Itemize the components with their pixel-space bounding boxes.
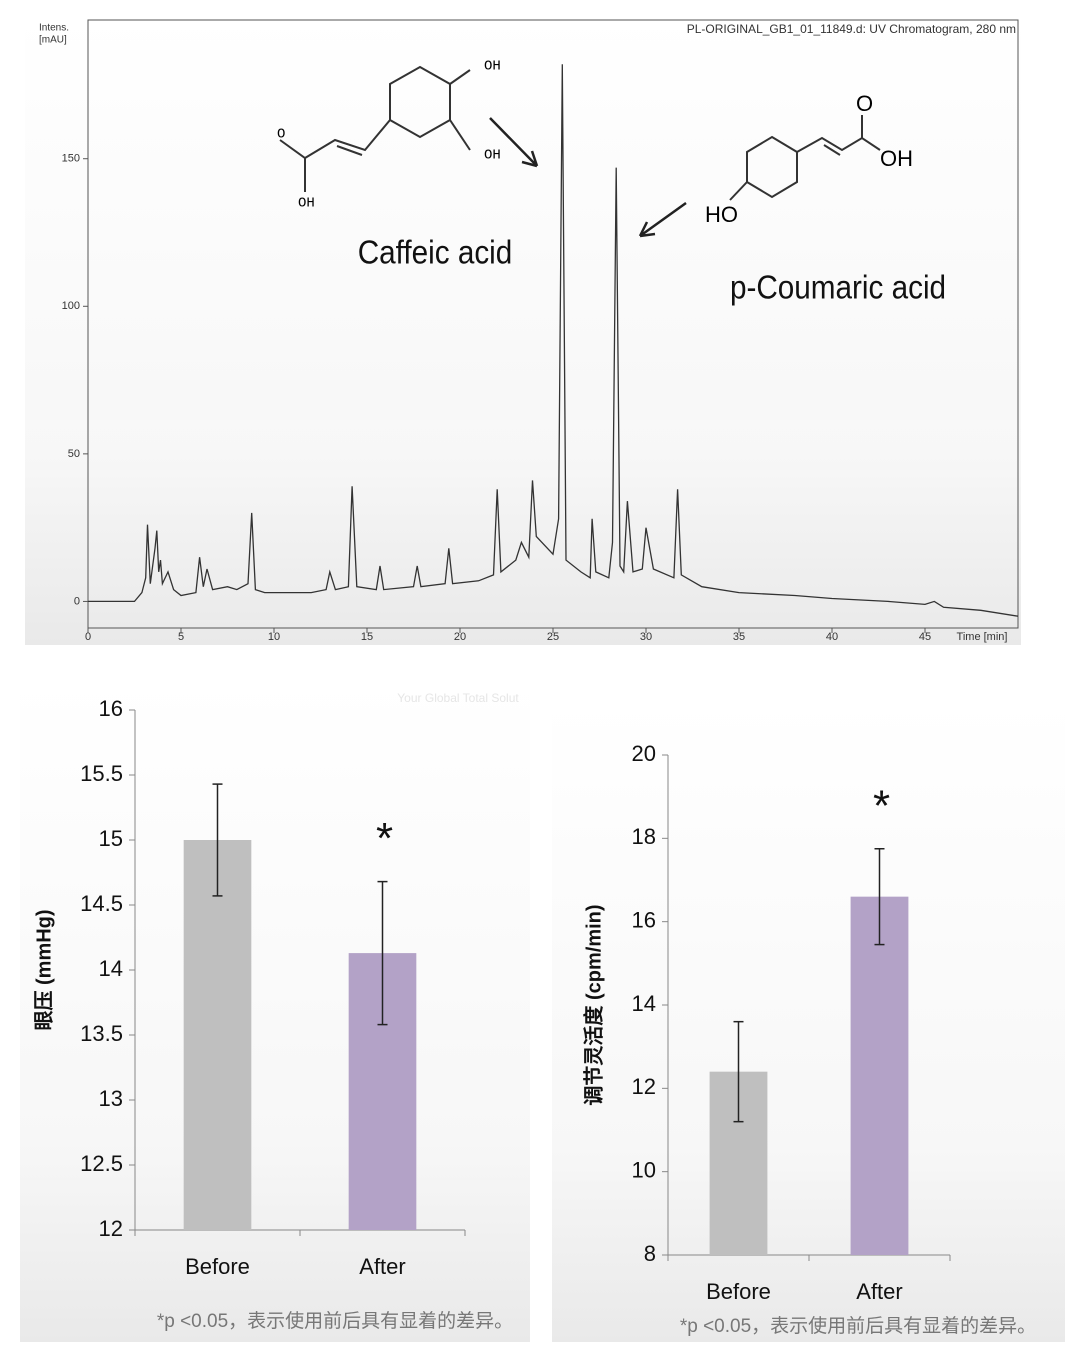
y-axis-label: 调节灵活度 (cpm/min) [581,904,605,1105]
x-tick-label: Before [706,1279,771,1304]
panel [552,700,1065,1342]
x-tick-label: 20 [454,631,466,643]
y-tick-label: 12 [632,1074,656,1099]
y-tick-label: 15 [99,826,123,851]
y-tick-label: 15.5 [80,761,123,786]
x-tick-label: After [856,1279,902,1304]
y-tick-label: 13 [99,1086,123,1111]
significance: * [376,814,393,863]
atom-label: O [856,91,873,116]
chart-title: PL-ORIGINAL_GB1_01_11849.d: UV Chromatog… [687,22,1016,36]
significance: * [873,781,890,830]
x-axis-label: Time [min] [957,631,1008,643]
y-tick-label: 100 [62,300,80,312]
x-tick-label: 5 [178,631,184,643]
x-tick-label: 15 [361,631,373,643]
y-tick-label: 150 [62,153,80,165]
atom-label: OH [880,146,913,171]
x-tick-label: After [359,1254,405,1279]
atom-label: HO [705,202,738,227]
molecule [729,115,881,201]
y-axis-label: Intens. [39,23,69,34]
atom-label: OH [298,196,315,212]
molecule [279,65,471,192]
y-tick-label: 14 [632,991,656,1016]
y-tick-label: 12 [99,1216,123,1241]
bar [183,840,252,1230]
atom-label: OH [484,59,501,75]
y-tick-label: 16 [632,907,656,932]
x-tick-label: 35 [733,631,745,643]
y-tick-label: 14.5 [80,891,123,916]
panel [25,15,1021,645]
x-tick-label: 30 [640,631,652,643]
y-tick-label: 8 [644,1241,656,1266]
annotation: p-Coumaric acid [730,269,946,306]
atom-label: O [277,127,285,143]
x-tick-label: 10 [268,631,280,643]
x-tick-label: 0 [85,631,91,643]
y-tick-label: 18 [632,824,656,849]
x-tick-label: 25 [547,631,559,643]
y-tick-label: 16 [99,696,123,721]
atom-label: OH [484,148,501,164]
y-tick-label: 12.5 [80,1151,123,1176]
chromatogram-line [88,64,1019,617]
y-tick-label: 20 [632,741,656,766]
y-tick-label: 13.5 [80,1021,123,1046]
y-tick-label: 0 [74,595,80,607]
arrow [489,117,539,168]
y-tick-label: 14 [99,956,123,981]
arrow [638,201,687,238]
x-tick-label: 45 [919,631,931,643]
panel [20,680,530,1342]
footnote: *p <0.05，表示使用前后具有显着的差异。 [680,1315,1036,1337]
y-axis-label: [mAU] [39,35,67,46]
y-axis-label: 眼压 (mmHg) [32,909,55,1030]
y-tick-label: 50 [68,448,80,460]
footnote: *p <0.05，表示使用前后具有显着的差异。 [157,1310,513,1332]
bar [850,896,909,1255]
y-tick-label: 10 [632,1157,656,1182]
x-tick-label: Before [185,1254,250,1279]
x-tick-label: 40 [826,631,838,643]
annotation: Caffeic acid [358,234,513,271]
watermark: Your Global Total Solut [397,691,519,705]
